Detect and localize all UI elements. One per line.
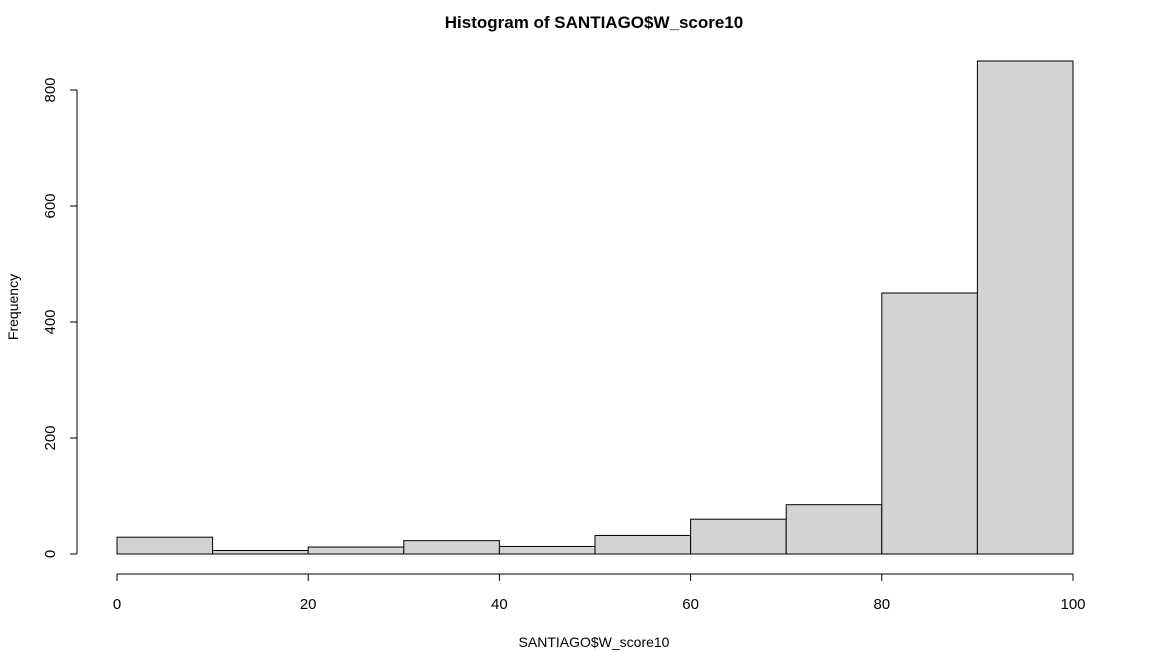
y-axis: 0 200 400 600 800	[42, 77, 78, 558]
chart-title: Histogram of SANTIAGO$W_score10	[445, 13, 744, 32]
histogram-bar	[976, 60, 1074, 555]
histogram-bar	[690, 518, 787, 555]
x-tick-label: 60	[682, 596, 699, 613]
x-tick-label: 40	[491, 596, 508, 613]
x-axis-label: SANTIAGO$W_score10	[519, 634, 670, 650]
histogram-bar	[498, 545, 596, 555]
histogram-bar	[116, 536, 214, 555]
x-axis: 0 20 40 60 80 100	[113, 573, 1086, 613]
histogram-bar	[403, 540, 500, 555]
y-tick-label: 600	[42, 193, 59, 218]
x-tick-label: 20	[300, 596, 317, 613]
y-tick-label: 800	[42, 77, 59, 102]
histogram-bar	[881, 292, 978, 555]
histogram-bar	[594, 534, 692, 555]
y-tick-label: 0	[42, 550, 59, 558]
histogram-bar	[785, 504, 883, 555]
y-tick-label: 200	[42, 425, 59, 450]
y-axis-label: Frequency	[5, 274, 21, 340]
histogram-bar	[307, 546, 405, 555]
x-tick-label: 100	[1060, 596, 1085, 613]
x-tick-label: 80	[873, 596, 890, 613]
bars-group	[116, 60, 1074, 555]
x-tick-label: 0	[113, 596, 121, 613]
histogram-bar	[212, 550, 309, 555]
y-tick-label: 400	[42, 309, 59, 334]
